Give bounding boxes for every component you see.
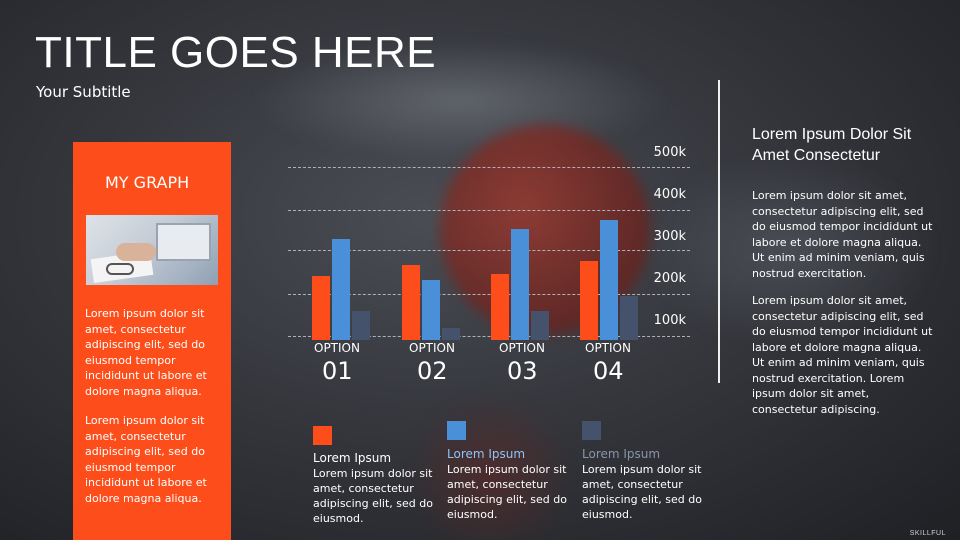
category-label: OPTION <box>499 341 545 355</box>
legend-swatch <box>313 426 332 445</box>
bar-series1-option-01 <box>312 276 330 340</box>
y-tick-label: 500k <box>653 145 686 160</box>
legend-title: Lorem Ipsum <box>582 447 661 461</box>
category-number: 01 <box>322 357 353 385</box>
graph-card-paragraph: Lorem ipsum dolor sit amet, consectetur … <box>85 414 207 505</box>
background-red-ball-lower <box>410 395 570 540</box>
glasses-illustration <box>106 263 134 275</box>
legend-description: Lorem ipsum dolor sit amet, consectetur … <box>582 463 702 521</box>
slide-subtitle: Your Subtitle <box>36 83 131 101</box>
category-number: 02 <box>417 357 448 385</box>
background-glow-right <box>640 150 940 350</box>
y-tick-label: 200k <box>653 271 686 286</box>
slide-title: TITLE GOES HERE <box>35 28 437 77</box>
category-number: 03 <box>507 357 538 385</box>
bar-series3-option-01 <box>352 310 370 340</box>
brand-watermark: SKILLFUL <box>909 530 946 537</box>
legend-description: Lorem ipsum dolor sit amet, consectetur … <box>313 467 433 525</box>
gridline <box>288 210 690 211</box>
bar-series1-option-04 <box>580 260 598 340</box>
y-tick-label: 400k <box>653 187 686 202</box>
bar-series3-option-03 <box>531 310 549 340</box>
hand-illustration <box>116 243 156 261</box>
graph-card-paragraph: Lorem ipsum dolor sit amet, consectetur … <box>85 307 207 398</box>
gridline <box>288 167 690 168</box>
legend-title: Lorem Ipsum <box>447 447 526 461</box>
category-label: OPTION <box>585 341 631 355</box>
right-panel-heading: Lorem Ipsum Dolor Sit Amet Consectetur <box>752 126 912 164</box>
bar-series3-option-02 <box>442 328 460 340</box>
right-panel-paragraph: Lorem ipsum dolor sit amet, consectetur … <box>752 189 933 280</box>
bar-series2-option-04 <box>600 219 618 340</box>
category-label: OPTION <box>409 341 455 355</box>
graph-card-title: MY GRAPH <box>105 173 190 192</box>
bar-chart: 500k 400k 300k 200k 100k <box>288 140 690 340</box>
bar-series2-option-01 <box>332 239 350 340</box>
legend-title: Lorem Ipsum <box>313 451 392 465</box>
bar-series2-option-03 <box>511 228 529 340</box>
gridline <box>288 250 690 251</box>
laptop-illustration <box>156 223 211 261</box>
y-tick-label: 100k <box>653 313 686 328</box>
bar-series1-option-02 <box>402 265 420 340</box>
legend-swatch <box>582 421 601 440</box>
gridline <box>288 336 690 337</box>
gridline <box>288 294 690 295</box>
category-label: OPTION <box>314 341 360 355</box>
bar-series2-option-02 <box>422 280 440 340</box>
graph-card: MY GRAPH Lorem ipsum dolor sit amet, con… <box>73 142 231 540</box>
legend-description: Lorem ipsum dolor sit amet, consectetur … <box>447 463 567 521</box>
category-number: 04 <box>593 357 624 385</box>
vertical-divider <box>718 80 720 383</box>
bar-series3-option-04 <box>620 295 638 340</box>
y-tick-label: 300k <box>653 229 686 244</box>
bar-series1-option-03 <box>491 273 509 340</box>
legend-swatch <box>447 421 466 440</box>
office-desk-photo <box>86 215 218 285</box>
right-panel-paragraph: Lorem ipsum dolor sit amet, consectetur … <box>752 294 933 416</box>
